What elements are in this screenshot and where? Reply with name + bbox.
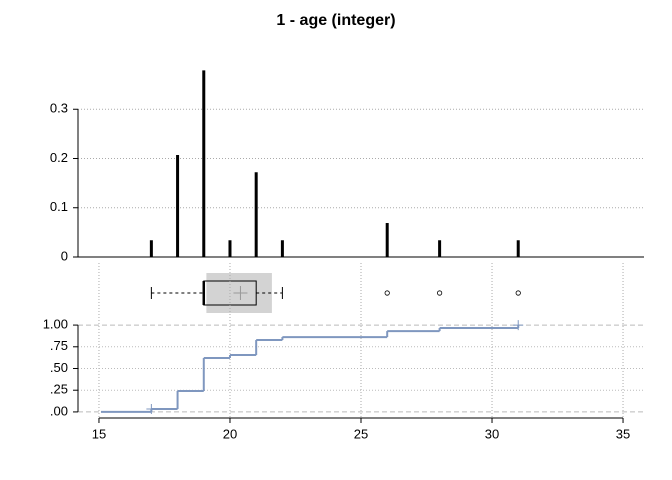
y-tick-label: 0.2 — [50, 150, 68, 165]
ecdf-point — [513, 320, 524, 331]
mean — [233, 286, 248, 300]
x-tick-label: 30 — [485, 426, 499, 441]
x-tick-label: 20 — [223, 426, 237, 441]
y-tick-label: 0.3 — [50, 101, 68, 116]
y-tick-label: .00 — [50, 403, 68, 418]
outlier — [437, 290, 443, 296]
y-tick-label: .75 — [50, 338, 68, 353]
chart-title: 1 - age (integer) — [276, 12, 395, 29]
outlier — [384, 290, 390, 296]
x-tick-label: 25 — [354, 426, 368, 441]
y-tick-label: 0 — [61, 248, 68, 263]
y-tick-label: 0.1 — [50, 199, 68, 214]
y-tick-label: 1.00 — [43, 317, 68, 332]
x-tick-label: 15 — [92, 426, 106, 441]
x-tick-label: 35 — [616, 426, 630, 441]
ecdf-point — [146, 403, 157, 414]
outlier — [515, 290, 521, 296]
y-tick-label: .25 — [50, 382, 68, 397]
y-tick-label: .50 — [50, 360, 68, 375]
